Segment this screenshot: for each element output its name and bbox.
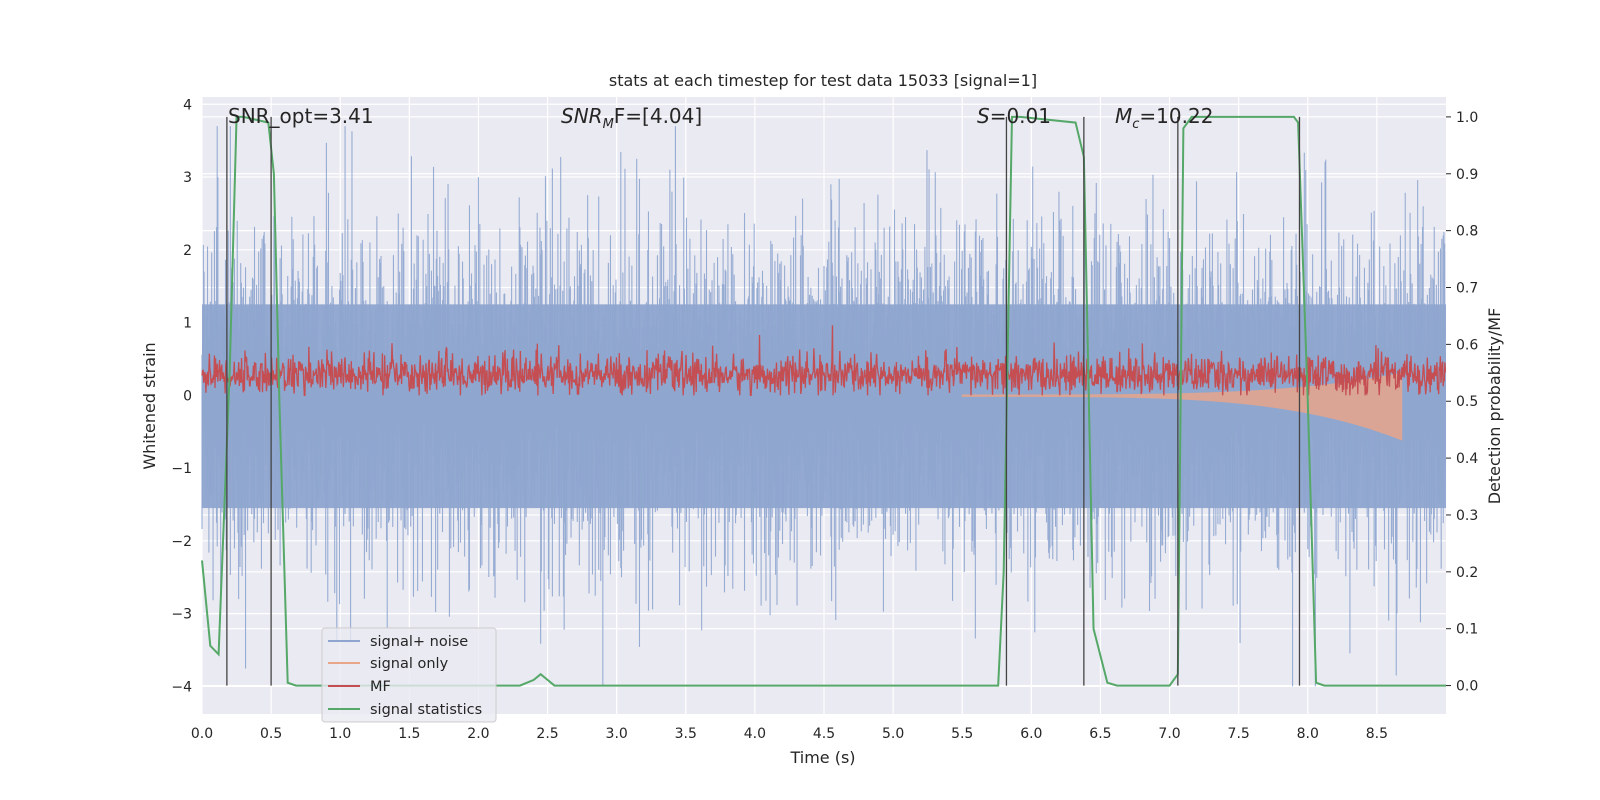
y-left-tick-label: −1	[171, 461, 192, 477]
y-axis-right-ticks: 1.0 0.9 0.8 0.7 0.6 0.5 0.4 0.3 0.2 0.1 0.0	[1446, 110, 1478, 695]
x-tick-label: 4.0	[744, 726, 766, 742]
legend-label-signal-statistics: signal statistics	[370, 702, 482, 718]
y-left-tick-label: −4	[171, 679, 192, 695]
annotation-snr-mf: SNRMF=[4.04]	[561, 104, 702, 132]
x-tick-label: 3.0	[606, 726, 628, 742]
x-tick-label: 4.5	[813, 726, 835, 742]
x-tick-label: 1.0	[329, 726, 351, 742]
x-tick-label: 8.5	[1366, 726, 1388, 742]
annotation-snr-opt: SNR_opt=3.41	[228, 104, 374, 128]
y-left-tick-label: 3	[183, 170, 192, 186]
legend: signal+ noise signal only MF signal stat…	[321, 627, 497, 723]
y-right-tick-label: 0.4	[1456, 451, 1478, 467]
series-signal-statistics	[201, 115, 1446, 687]
series-mf	[201, 325, 1447, 396]
y-left-tick-label: −2	[171, 534, 192, 550]
series-layer	[201, 115, 1447, 687]
series-signal-only	[961, 372, 1403, 441]
y-axis-left-label: Whitened strain	[140, 342, 159, 469]
y-axis-right-label: Detection probability/MF	[1485, 308, 1504, 505]
x-tick-label: 7.5	[1228, 726, 1250, 742]
y-left-tick-label: 2	[183, 243, 192, 259]
y-left-tick-label: 0	[183, 388, 192, 404]
y-right-tick-label: 0.6	[1456, 337, 1478, 353]
x-tick-label: 1.5	[398, 726, 420, 742]
y-axis-left-ticks: 4 3 2 1 0 −1 −2 −3 −4	[171, 97, 192, 695]
x-tick-label: 7.0	[1158, 726, 1180, 742]
y-right-tick-label: 0.1	[1456, 622, 1478, 638]
x-tick-label: 5.5	[951, 726, 973, 742]
y-right-tick-label: 0.9	[1456, 167, 1478, 183]
y-right-tick-label: 0.0	[1456, 679, 1478, 695]
x-tick-label: 3.5	[675, 726, 697, 742]
annotation-mc: Mc=10.22	[1115, 104, 1213, 132]
x-tick-label: 6.0	[1020, 726, 1042, 742]
x-tick-label: 2.5	[536, 726, 558, 742]
y-right-tick-label: 0.3	[1456, 508, 1478, 524]
x-tick-label: 0.0	[191, 726, 213, 742]
y-left-tick-label: 1	[183, 316, 192, 332]
y-right-tick-label: 0.8	[1456, 224, 1478, 240]
y-right-tick-label: 1.0	[1456, 110, 1478, 126]
y-right-tick-label: 0.5	[1456, 394, 1478, 410]
series-signal-noise-band	[202, 304, 1446, 509]
y-left-tick-label: −3	[171, 607, 192, 623]
x-tick-label: 6.5	[1089, 726, 1111, 742]
event-lines	[226, 116, 1301, 686]
x-tick-label: 0.5	[260, 726, 282, 742]
x-axis-ticks: 0.0 0.5 1.0 1.5 2.0 2.5 3.0 3.5 4.0 4.5 5.0 5.5 6.0 6…	[191, 726, 1388, 742]
legend-label-signal-noise: signal+ noise	[370, 634, 468, 650]
x-tick-label: 2.0	[467, 726, 489, 742]
x-tick-label: 5.0	[882, 726, 904, 742]
legend-box	[321, 627, 497, 723]
annotation-s: S=0.01	[977, 104, 1051, 128]
y-left-tick-label: 4	[183, 97, 192, 113]
legend-label-signal-only: signal only	[370, 656, 449, 672]
x-tick-label: 8.0	[1297, 726, 1319, 742]
x-axis-label: Time (s)	[789, 748, 855, 767]
chart-title: stats at each timestep for test data 150…	[609, 71, 1037, 90]
legend-label-mf: MF	[370, 679, 391, 695]
y-right-tick-label: 0.2	[1456, 565, 1478, 581]
y-right-tick-label: 0.7	[1456, 281, 1478, 297]
